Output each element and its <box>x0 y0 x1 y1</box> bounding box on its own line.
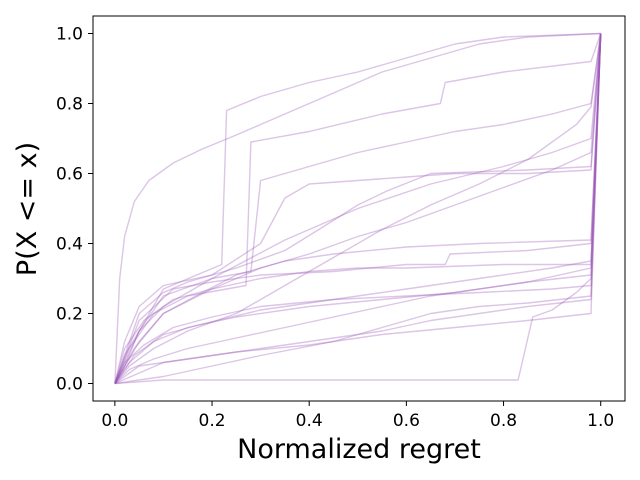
y-tick-label: 1.0 <box>56 25 83 45</box>
plot-frame <box>92 15 626 402</box>
x-axis: 0.0 0.2 0.4 0.6 0.8 1.0 <box>101 401 614 431</box>
y-tick-label: 0.0 <box>56 375 83 395</box>
y-tick-label: 0.6 <box>56 165 83 185</box>
series-line-run-18 <box>114 33 602 385</box>
x-axis-label: Normalized regret <box>237 434 481 465</box>
y-axis-label: P(X <= x) <box>12 142 43 276</box>
series-line-run-03 <box>114 33 602 384</box>
series-line-run-04 <box>114 33 602 384</box>
series-line-run-07 <box>114 33 602 385</box>
y-axis: 0.0 0.2 0.4 0.6 0.8 1.0 <box>56 25 93 395</box>
y-tick-label: 0.4 <box>56 235 83 255</box>
series-line-run-11 <box>114 33 602 384</box>
series-line-run-01 <box>114 32 601 384</box>
x-tick-label: 1.0 <box>587 411 614 431</box>
series-line-run-15 <box>114 33 602 384</box>
series-line-run-19 <box>114 33 602 384</box>
series-line-run-14 <box>114 33 602 384</box>
series-line-run-02 <box>114 32 601 384</box>
y-tick-label: 0.2 <box>56 305 83 325</box>
series-line-run-13 <box>114 33 602 385</box>
series-line-run-12 <box>114 33 602 384</box>
series-line-run-20 <box>114 33 602 384</box>
series-line-run-08 <box>114 33 602 385</box>
series-line-run-09 <box>114 33 602 384</box>
series-line-run-10 <box>114 33 602 384</box>
series-line-run-17 <box>114 33 602 384</box>
x-tick-label: 0.0 <box>101 411 128 431</box>
series-line-run-16 <box>114 33 602 385</box>
x-tick-label: 0.2 <box>199 411 226 431</box>
x-tick-label: 0.8 <box>490 411 517 431</box>
x-tick-label: 0.6 <box>393 411 420 431</box>
series-line-run-05 <box>114 33 602 384</box>
y-tick-label: 0.8 <box>56 95 83 115</box>
series-line-run-06 <box>114 33 602 384</box>
x-tick-label: 0.4 <box>296 411 323 431</box>
curve-layer <box>114 32 602 385</box>
